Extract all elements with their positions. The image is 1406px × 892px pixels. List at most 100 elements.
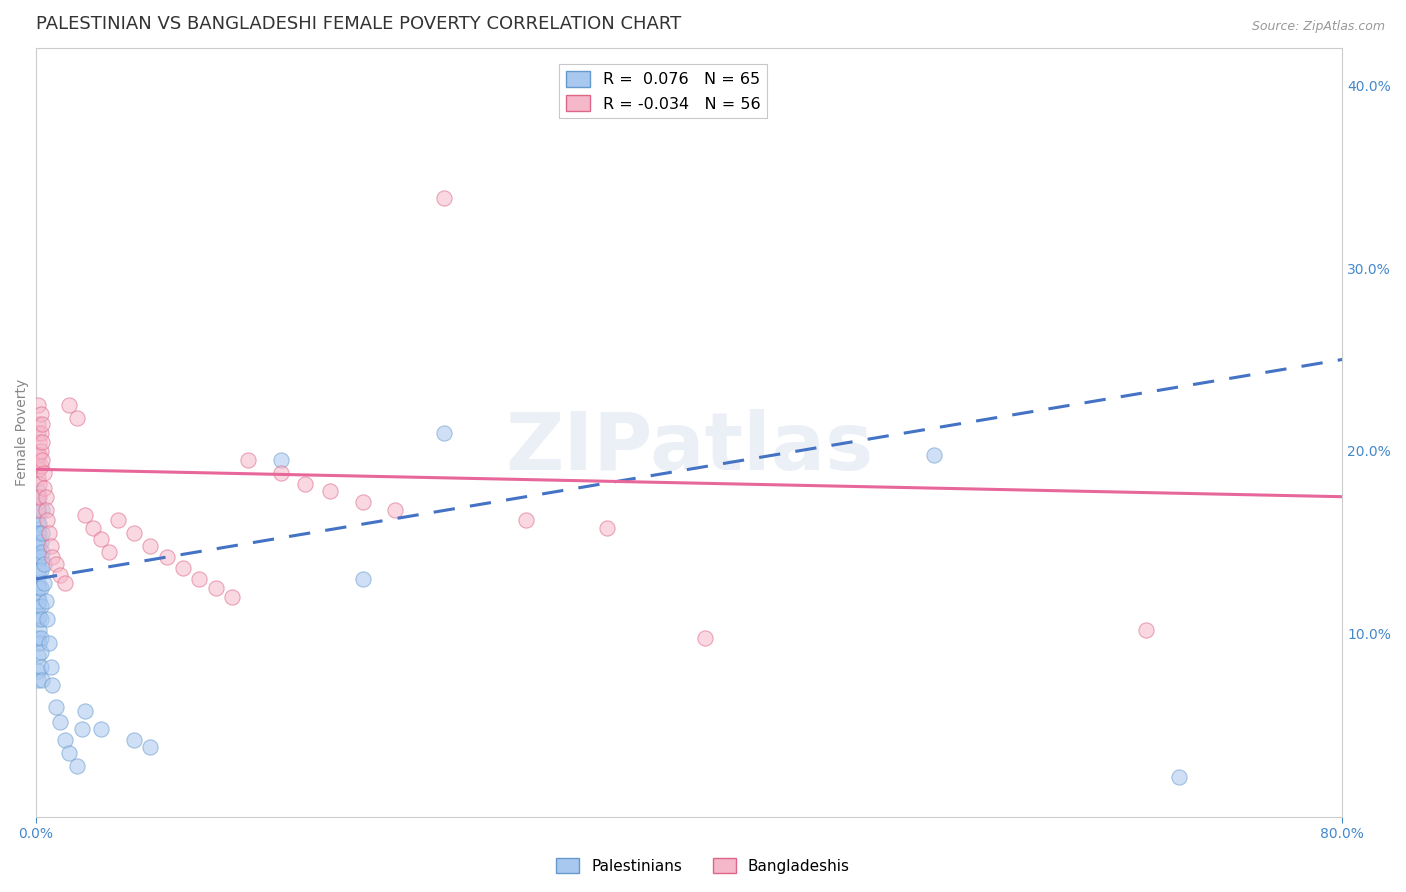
Point xyxy=(45,558,67,572)
Point xyxy=(53,575,76,590)
Point xyxy=(66,758,89,772)
Point xyxy=(32,558,55,572)
Point xyxy=(27,517,49,532)
Point xyxy=(28,594,51,608)
Point xyxy=(139,740,162,755)
Point xyxy=(49,568,72,582)
Point xyxy=(27,471,49,485)
Point xyxy=(82,521,104,535)
Point xyxy=(28,624,51,638)
Point xyxy=(35,490,58,504)
Point xyxy=(27,673,49,687)
Point xyxy=(27,490,49,504)
Point xyxy=(27,502,49,516)
Point xyxy=(30,458,52,473)
Point xyxy=(515,514,537,528)
Point xyxy=(27,425,49,440)
Point xyxy=(27,612,49,626)
Point xyxy=(30,550,52,565)
Point xyxy=(122,733,145,747)
Point xyxy=(27,526,49,541)
Point xyxy=(172,561,194,575)
Point xyxy=(27,458,49,473)
Point xyxy=(352,572,374,586)
Point xyxy=(28,490,51,504)
Point xyxy=(188,572,211,586)
Point xyxy=(30,631,52,645)
Point xyxy=(27,398,49,412)
Point xyxy=(27,502,49,516)
Point xyxy=(32,575,55,590)
Point xyxy=(30,408,52,422)
Point xyxy=(38,636,60,650)
Point xyxy=(27,664,49,678)
Point xyxy=(107,514,129,528)
Point xyxy=(39,539,62,553)
Point xyxy=(30,612,52,626)
Point xyxy=(28,581,51,595)
Point xyxy=(319,484,342,499)
Point xyxy=(433,192,456,206)
Point xyxy=(122,526,145,541)
Point xyxy=(27,535,49,549)
Point xyxy=(204,581,226,595)
Point xyxy=(27,575,49,590)
Point xyxy=(31,502,53,516)
Point xyxy=(30,425,52,440)
Point xyxy=(31,453,53,467)
Point xyxy=(30,660,52,674)
Point xyxy=(37,612,59,626)
Point xyxy=(596,521,619,535)
Point xyxy=(384,502,406,516)
Point xyxy=(31,526,53,541)
Point xyxy=(27,631,49,645)
Point xyxy=(31,434,53,449)
Point xyxy=(30,645,52,659)
Point xyxy=(27,648,49,663)
Point xyxy=(30,563,52,577)
Point xyxy=(28,434,51,449)
Point xyxy=(28,608,51,623)
Point xyxy=(433,425,456,440)
Point xyxy=(31,673,53,687)
Point xyxy=(27,484,49,499)
Point xyxy=(27,508,49,522)
Point xyxy=(45,700,67,714)
Point xyxy=(922,448,945,462)
Point xyxy=(41,550,63,565)
Point xyxy=(35,502,58,516)
Point xyxy=(28,448,51,462)
Point xyxy=(32,481,55,495)
Point xyxy=(27,495,49,509)
Point xyxy=(139,539,162,553)
Legend: R =  0.076   N = 65, R = -0.034   N = 56: R = 0.076 N = 65, R = -0.034 N = 56 xyxy=(560,64,766,118)
Point xyxy=(31,544,53,558)
Point xyxy=(98,544,121,558)
Point xyxy=(352,495,374,509)
Point xyxy=(32,466,55,480)
Y-axis label: Female Poverty: Female Poverty xyxy=(15,379,30,486)
Text: Source: ZipAtlas.com: Source: ZipAtlas.com xyxy=(1251,20,1385,33)
Point xyxy=(70,722,93,736)
Point xyxy=(58,398,80,412)
Point xyxy=(30,599,52,614)
Point xyxy=(28,476,51,491)
Point xyxy=(37,514,59,528)
Point xyxy=(27,448,49,462)
Point xyxy=(90,722,112,736)
Point xyxy=(90,532,112,546)
Point xyxy=(73,508,96,522)
Point xyxy=(27,563,49,577)
Point xyxy=(1168,770,1191,784)
Point xyxy=(49,714,72,729)
Point xyxy=(30,444,52,458)
Point xyxy=(38,526,60,541)
Point xyxy=(27,599,49,614)
Point xyxy=(28,462,51,476)
Text: PALESTINIAN VS BANGLADESHI FEMALE POVERTY CORRELATION CHART: PALESTINIAN VS BANGLADESHI FEMALE POVERT… xyxy=(37,15,681,33)
Point xyxy=(695,631,717,645)
Point xyxy=(294,476,316,491)
Point xyxy=(28,550,51,565)
Point xyxy=(27,526,49,541)
Point xyxy=(28,526,51,541)
